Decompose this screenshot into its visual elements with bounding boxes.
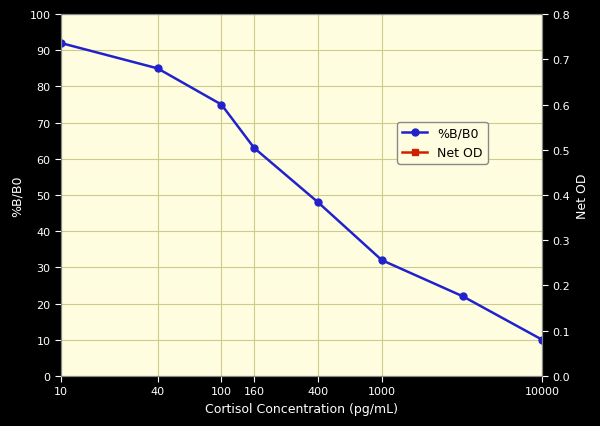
Legend: %B/B0, Net OD: %B/B0, Net OD: [397, 122, 488, 164]
%B/B0: [459, 294, 466, 299]
%B/B0: [378, 258, 385, 263]
Line: %B/B0: %B/B0: [58, 40, 545, 343]
%B/B0: [314, 200, 322, 205]
%B/B0: [218, 103, 225, 108]
X-axis label: Cortisol Concentration (pg/mL): Cortisol Concentration (pg/mL): [205, 402, 398, 415]
%B/B0: [251, 146, 258, 151]
%B/B0: [154, 66, 161, 72]
%B/B0: [539, 337, 546, 343]
%B/B0: [58, 41, 65, 46]
Y-axis label: Net OD: Net OD: [576, 173, 589, 218]
Y-axis label: %B/B0: %B/B0: [11, 175, 24, 216]
